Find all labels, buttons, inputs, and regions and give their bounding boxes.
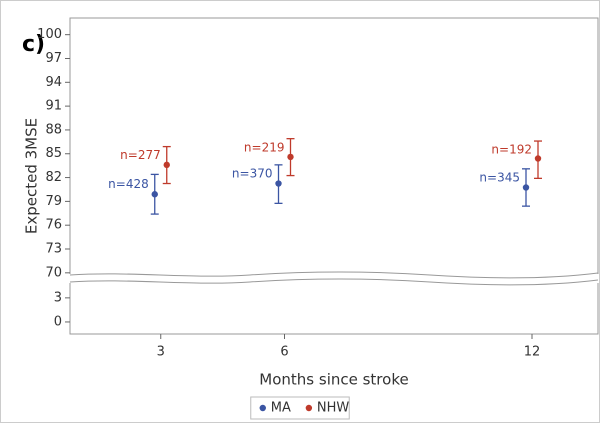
point (163, 161, 170, 169)
legend-label: NHW (317, 401, 350, 416)
y-tick-label: 82 (45, 170, 62, 185)
axis-break (69, 274, 599, 283)
legend-label: MA (271, 401, 291, 416)
y-tick-label: 3 (54, 290, 62, 305)
y-tick-label: 73 (45, 242, 62, 257)
point (534, 155, 542, 162)
x-axis-label: Months since stroke (259, 371, 408, 389)
y-tick-label: 97 (45, 51, 62, 66)
y-tick-label: 85 (45, 146, 62, 161)
point (151, 191, 158, 198)
n-label: n=219 (244, 140, 285, 154)
n-label: n=345 (479, 171, 520, 185)
y-tick-label: 76 (45, 218, 62, 233)
n-label: n=428 (108, 177, 149, 191)
n-label: n=192 (491, 142, 532, 156)
x-tick-label: 12 (524, 345, 541, 360)
break-line (69, 271, 599, 279)
x-tick-label: 3 (157, 345, 165, 360)
legend-marker (259, 404, 266, 412)
break-line (69, 278, 599, 286)
point (275, 180, 282, 187)
n-label: n=277 (120, 148, 161, 162)
point (287, 153, 294, 161)
y-axis-label: Expected 3MSE (23, 118, 41, 234)
point (522, 184, 530, 191)
n-label: n=370 (232, 167, 273, 181)
y-tick-label: 79 (45, 194, 62, 209)
legend-marker (305, 404, 313, 412)
y-tick-label: 94 (45, 75, 62, 90)
y-tick-label: 88 (45, 122, 62, 137)
y-tick-label: 0 (54, 314, 62, 329)
plot-frame (69, 280, 599, 335)
x-tick-label: 6 (280, 345, 288, 360)
y-tick-label: 91 (45, 99, 62, 114)
legend-box (250, 396, 350, 420)
y-tick-label: 70 (45, 265, 62, 280)
panel-label: c) (22, 32, 45, 57)
y-tick-label: 100 (37, 27, 62, 42)
